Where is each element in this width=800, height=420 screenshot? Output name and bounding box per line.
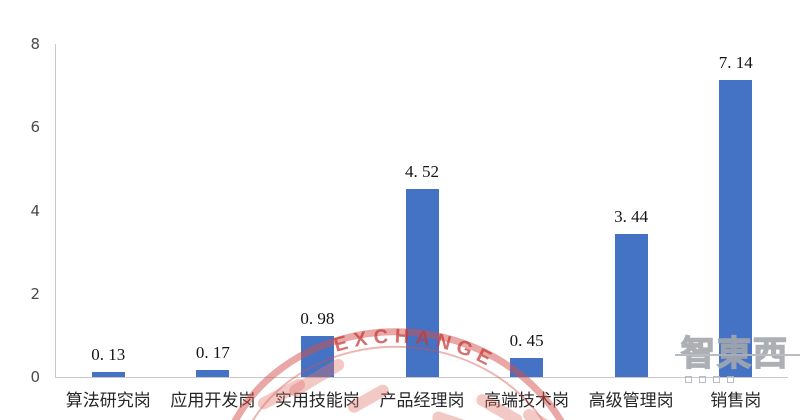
bar-value-label: 0. 17: [195, 342, 230, 362]
bar-value-label: 4. 52: [405, 161, 439, 181]
y-axis-line: [55, 44, 56, 377]
bar: [510, 358, 544, 377]
bar: [405, 188, 439, 377]
x-axis-line: [55, 377, 788, 378]
category-label: 算法研究岗: [65, 391, 151, 410]
bar: [196, 369, 230, 377]
category-label: 应用开发岗: [170, 391, 256, 410]
category-label: 高级管理岗: [588, 391, 674, 410]
y-tick-label: 6: [30, 118, 40, 137]
y-tick-label: 8: [30, 35, 40, 53]
bar-value-label: 7. 14: [718, 52, 753, 72]
category-label: 销售岗: [710, 391, 762, 410]
bar: [614, 233, 648, 377]
bar-value-label: 0. 13: [91, 344, 126, 364]
y-tick-label: 4: [30, 201, 40, 220]
category-label: 高端技术岗: [484, 391, 570, 410]
bar: [300, 336, 334, 377]
y-tick-label: 2: [30, 284, 40, 303]
bar-value-label: 0. 98: [300, 309, 335, 329]
bar-value-label: 3. 44: [614, 206, 649, 226]
category-label: 实用技能岗: [274, 391, 360, 410]
bar: [91, 371, 125, 377]
category-label: 产品经理岗: [379, 391, 465, 410]
bar: [719, 79, 753, 377]
y-tick-label: 0: [30, 368, 40, 386]
bar-value-label: 0. 45: [509, 331, 544, 351]
